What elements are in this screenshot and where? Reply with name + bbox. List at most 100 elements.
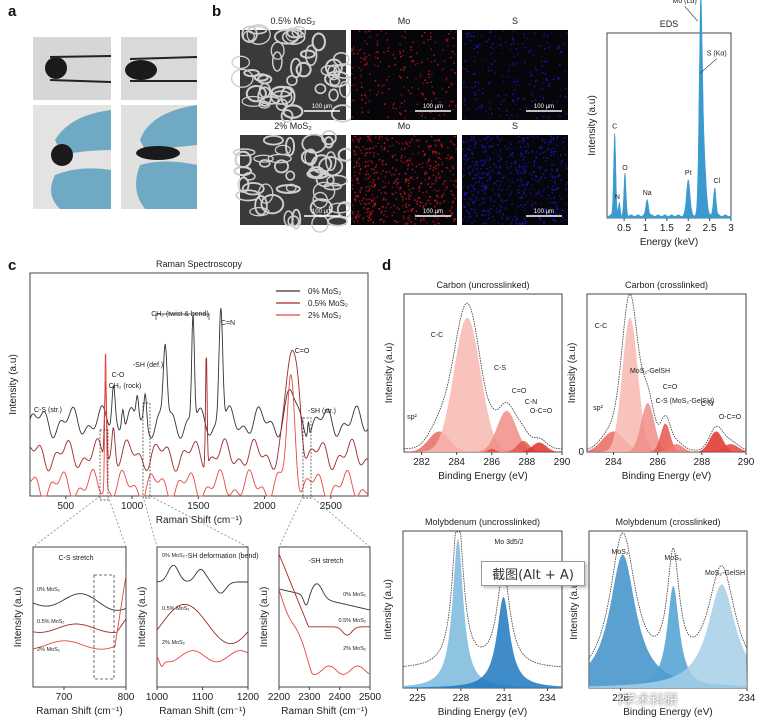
eds-arrow [684, 5, 698, 22]
eds-dot [371, 198, 374, 201]
eds-dot [545, 78, 548, 80]
eds-dot [466, 192, 468, 194]
eds-dot [383, 84, 385, 86]
eds-dot [422, 217, 425, 219]
eds-dot [425, 202, 427, 205]
eds-dot [473, 139, 476, 141]
eds-dot [543, 211, 546, 213]
eds-dot [360, 152, 363, 154]
eds-dot [405, 179, 407, 181]
eds-dot [452, 184, 455, 186]
eds-dot [513, 42, 515, 45]
eds-dot [430, 81, 432, 84]
eds-dot [397, 181, 399, 184]
eds-dot [485, 40, 487, 42]
eds-dot [533, 137, 536, 140]
eds-dot [472, 72, 475, 75]
xps-peak-label: C-S (MoS₂-GelSH) [656, 398, 715, 405]
eds-dot [488, 146, 490, 148]
zoom-connectors [32, 495, 371, 548]
eds-dot [444, 189, 446, 191]
eds-dot [377, 142, 379, 145]
eds-dot [556, 205, 558, 207]
x-axis-label: Binding Energy (eV) [438, 471, 528, 482]
eds-dot [543, 111, 545, 113]
eds-dot [530, 74, 533, 77]
sem-pore [295, 61, 312, 78]
xps-peak-label: C=O [663, 384, 678, 391]
eds-dot [490, 46, 492, 49]
eds-dot [475, 196, 477, 199]
eds-dot [362, 217, 365, 219]
eds-dot [544, 150, 547, 153]
eds-dot [525, 194, 527, 197]
eds-dot [381, 136, 383, 139]
eds-dot [481, 202, 484, 204]
eds-dot [493, 220, 495, 222]
eds-dot [477, 46, 479, 48]
eds-dot [543, 48, 546, 50]
eds-dot [468, 145, 471, 147]
eds-dot [441, 69, 443, 71]
eds-dot [551, 211, 554, 213]
eds-dot [381, 92, 384, 94]
eds-dot [406, 210, 408, 212]
eds-dot [380, 149, 383, 151]
x-tick-label: 288 [519, 457, 536, 468]
x-tick-label: 800 [118, 692, 135, 703]
xps-peak-label: O-C=O [530, 408, 553, 415]
eds-dot [501, 200, 503, 202]
eds-dot [554, 176, 557, 178]
eds-dot [451, 205, 453, 208]
raman-annotation: C-S (str.) [34, 407, 62, 414]
eds-dot [391, 155, 394, 157]
eds-dot [359, 214, 361, 216]
eds-dot [468, 172, 471, 174]
eds-dot [382, 180, 384, 183]
eds-dot [391, 186, 394, 189]
eds-dot [565, 96, 567, 98]
eds-dot [411, 163, 413, 165]
eds-dot [498, 172, 500, 174]
eds-dot [408, 204, 410, 206]
eds-dot [405, 198, 407, 200]
eds-dot [358, 139, 360, 141]
eds-dot [362, 218, 364, 221]
x-tick-label: 2200 [268, 692, 291, 703]
sem-pore [275, 184, 301, 194]
eds-dot [499, 140, 502, 142]
eds-dot [465, 60, 467, 62]
eds-dot [470, 184, 472, 186]
eds-dot [553, 219, 556, 222]
eds-dot [413, 171, 416, 173]
eds-dot [421, 115, 423, 117]
eds-dot [366, 43, 368, 45]
eds-dot [370, 218, 372, 221]
eds-dot [520, 180, 523, 183]
eds-dot [491, 215, 494, 218]
eds-dot [353, 171, 356, 174]
x-axis-label: Binding Energy (eV) [622, 471, 712, 482]
eds-dot [419, 205, 421, 207]
plot-frame [32, 546, 127, 688]
eds-dot [496, 180, 499, 182]
eds-dot [373, 204, 376, 207]
sem-pore [232, 148, 256, 157]
eds-dot [403, 100, 406, 103]
eds-dot [425, 140, 428, 143]
eds-dot [535, 69, 538, 72]
eds-dot [546, 35, 549, 37]
xps-peak-label: C-C [431, 332, 443, 339]
eds-dot [437, 173, 440, 176]
eds-dot [488, 135, 490, 138]
zoom-series-0 [156, 564, 248, 594]
eds-dot [402, 50, 404, 52]
panel-a [33, 37, 198, 209]
eds-dot [505, 110, 508, 112]
eds-dot [540, 178, 542, 180]
eds-dot [522, 138, 524, 141]
map-title-s: S [512, 121, 518, 131]
eds-dot [515, 219, 518, 222]
eds-dot [510, 113, 513, 116]
map-mo-0: 100 µm [351, 30, 457, 120]
